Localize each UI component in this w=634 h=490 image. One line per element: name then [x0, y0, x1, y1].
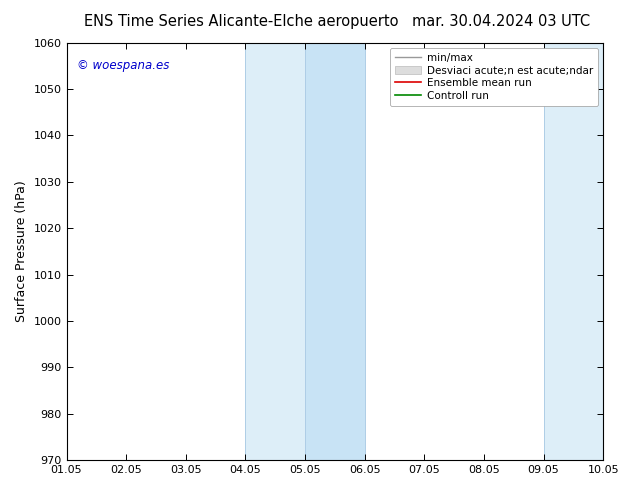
- Text: © woespana.es: © woespana.es: [77, 59, 170, 72]
- Y-axis label: Surface Pressure (hPa): Surface Pressure (hPa): [15, 180, 28, 322]
- Bar: [543, 43, 603, 460]
- Text: mar. 30.04.2024 03 UTC: mar. 30.04.2024 03 UTC: [412, 14, 590, 29]
- Legend: min/max, Desviaci acute;n est acute;ndar, Ensemble mean run, Controll run: min/max, Desviaci acute;n est acute;ndar…: [390, 48, 598, 106]
- Bar: [603, 43, 634, 460]
- Bar: [305, 43, 365, 460]
- Text: ENS Time Series Alicante-Elche aeropuerto: ENS Time Series Alicante-Elche aeropuert…: [84, 14, 398, 29]
- Bar: [245, 43, 305, 460]
